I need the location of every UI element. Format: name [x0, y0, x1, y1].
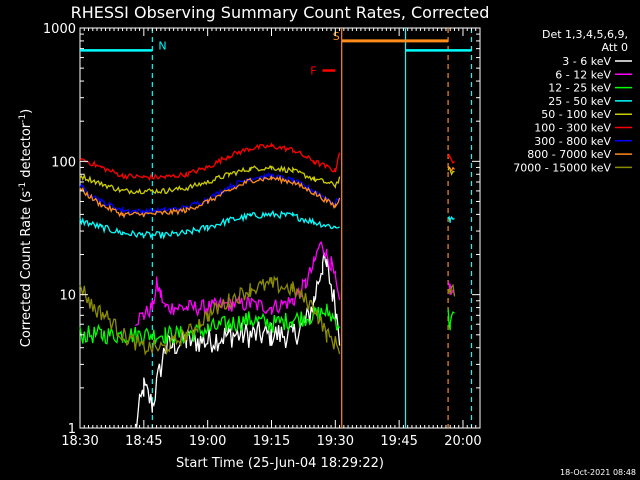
y-axis-label-main: Corrected Count Rate (s	[19, 191, 34, 348]
x-axis-label: Start Time (25-Jun-04 18:29:22)	[176, 456, 384, 471]
series-lines	[79, 142, 456, 429]
legend-label-8: 7000 - 15000 keV	[513, 161, 611, 174]
series-line-7000-15000keV-1	[447, 283, 456, 297]
legend-label-3: 25 - 50 keV	[548, 95, 611, 108]
annotation-label-F: F	[310, 65, 316, 78]
legend-label-4: 50 - 100 keV	[541, 108, 611, 121]
x-tick-label-3: 19:15	[253, 434, 290, 449]
y-tick-label-3: 1000	[43, 22, 76, 37]
series-line-6-12keV-1	[447, 281, 456, 296]
legend-label-7: 800 - 7000 keV	[527, 148, 611, 161]
series-line-12-25keV-1	[447, 308, 455, 331]
y-tick-label-2: 100	[51, 155, 76, 170]
legend-header-detectors: Det 1,3,4,5,6,9,	[542, 28, 628, 41]
y-axis-label-sup2: -1	[18, 114, 28, 123]
series-line-800-7000keV-1	[447, 165, 455, 172]
legend-label-0: 3 - 6 keV	[562, 55, 611, 68]
legend-label-6: 300 - 800 keV	[534, 135, 611, 148]
x-tick-label-1: 18:45	[125, 434, 162, 449]
series-line-25-50keV-0	[79, 209, 340, 240]
annotation-label-S: S	[333, 30, 340, 43]
legend-label-5: 100 - 300 keV	[534, 122, 611, 135]
y-tick-label-0: 1	[68, 422, 76, 437]
y-axis-label: Corrected Count Rate (s-1 detector-1)	[18, 109, 34, 347]
x-axis-ticks: 18:30 18:45 19:00 19:15 19:30 19:45 20:00	[61, 28, 482, 449]
series-line-6-12keV-0	[135, 240, 341, 327]
series-line-25-50keV-1	[447, 215, 455, 223]
annotation-bars: N S F	[80, 30, 472, 78]
annotation-label-N: N	[158, 39, 166, 52]
x-tick-label-2: 19:00	[189, 434, 226, 449]
series-line-100-300keV-0	[79, 142, 341, 181]
legend-label-1: 6 - 12 keV	[555, 68, 611, 81]
date-stamp: 18-Oct-2021 08:48	[560, 468, 636, 477]
y-tick-label-1: 10	[59, 289, 76, 304]
chart-title: RHESSI Observing Summary Count Rates, Co…	[71, 3, 490, 22]
x-tick-label-5: 19:45	[380, 434, 417, 449]
series-line-3-6keV-0	[134, 252, 341, 429]
y-axis-label-end: )	[19, 109, 34, 114]
series-line-7000-15000keV-0	[79, 275, 341, 356]
series-line-100-300keV-1	[447, 153, 455, 165]
legend-header-attenuator: Att 0	[602, 41, 628, 54]
x-tick-label-4: 19:30	[317, 434, 354, 449]
series-line-50-100keV-0	[79, 164, 341, 195]
y-axis-label-mid: detector	[19, 122, 34, 182]
series-line-800-7000keV-0	[79, 175, 341, 219]
series-line-300-800keV-0	[79, 172, 341, 216]
y-axis-label-sup1: -1	[18, 182, 28, 191]
plot-frame	[79, 27, 481, 429]
series-line-12-25keV-0	[79, 303, 341, 346]
x-tick-label-0: 18:30	[61, 434, 98, 449]
legend-label-2: 12 - 25 keV	[548, 82, 611, 95]
vertical-markers	[151, 28, 473, 428]
y-axis-ticks: 1 10 100 1000	[43, 22, 480, 437]
x-tick-label-6: 20:00	[444, 434, 481, 449]
